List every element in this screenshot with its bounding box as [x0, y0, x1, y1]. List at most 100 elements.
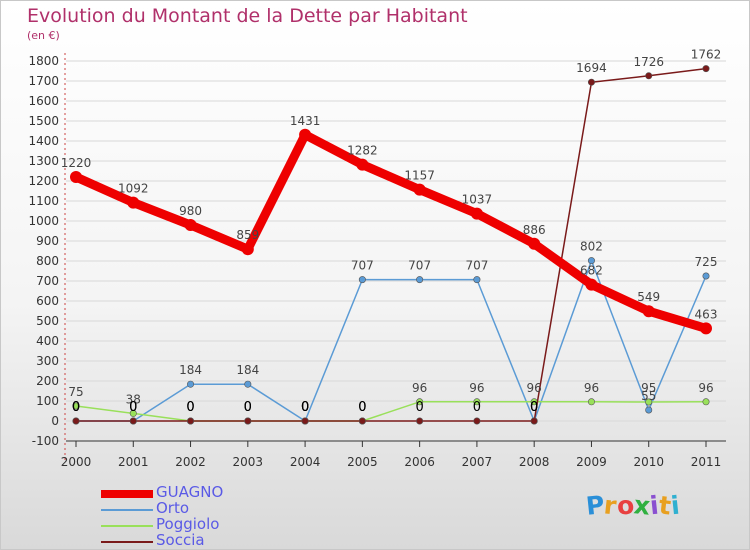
y-tick-label: 1600 [28, 94, 59, 108]
y-tick-label: 1100 [28, 194, 59, 208]
data-label: 725 [695, 255, 718, 269]
series-line-soccia [75, 67, 707, 422]
data-label: 75 [68, 385, 83, 399]
x-tick-label: 2007 [462, 455, 493, 469]
chart-title: Evolution du Montant de la Dette par Hab… [27, 5, 468, 27]
x-tick-label: 2009 [576, 455, 607, 469]
data-label: 1762 [691, 48, 722, 62]
data-point [416, 276, 424, 284]
x-tick-label: 2001 [118, 455, 149, 469]
y-tick-label: 200 [36, 374, 59, 388]
data-label: 0 [244, 400, 252, 415]
data-label: 0 [415, 400, 423, 415]
y-tick-label: 100 [36, 394, 59, 408]
data-point [356, 158, 369, 171]
data-point [416, 417, 424, 425]
y-tick-label: 1500 [28, 114, 59, 128]
data-point [702, 398, 710, 406]
legend-label: Poggiolo [156, 515, 220, 533]
data-point [645, 72, 653, 80]
data-point [127, 196, 140, 209]
data-label: 682 [580, 264, 603, 278]
data-point [413, 183, 426, 196]
data-label: 184 [236, 363, 259, 377]
data-label: 1157 [404, 169, 435, 183]
data-point [587, 398, 595, 406]
y-tick-label: 600 [36, 294, 59, 308]
data-label: 802 [580, 240, 603, 254]
data-label: 549 [637, 290, 660, 304]
y-tick-label: -100 [32, 434, 59, 448]
data-label: 0 [72, 400, 80, 415]
data-label: 0 [530, 400, 538, 415]
data-label: 96 [412, 381, 427, 395]
y-tick-label: 500 [36, 314, 59, 328]
data-point [129, 409, 137, 417]
y-tick-label: 400 [36, 334, 59, 348]
legend-swatch [101, 509, 153, 511]
data-label: 0 [129, 400, 137, 415]
data-point [187, 417, 195, 425]
x-tick-label: 2000 [61, 455, 92, 469]
data-label: 96 [698, 381, 713, 395]
data-point [587, 78, 595, 86]
data-point [241, 243, 254, 256]
data-label: 0 [129, 400, 137, 415]
x-tick-label: 2010 [633, 455, 664, 469]
data-label: 1220 [61, 156, 92, 170]
data-point [642, 305, 655, 318]
data-label: 1694 [576, 61, 607, 75]
y-tick-label: 800 [36, 254, 59, 268]
legend-swatch [101, 541, 153, 543]
data-label: 0 [301, 400, 309, 415]
data-point [244, 417, 252, 425]
data-point [473, 398, 481, 406]
data-label: 707 [351, 259, 374, 273]
y-tick-label: 1700 [28, 74, 59, 88]
y-tick-label: 300 [36, 354, 59, 368]
data-label: 0 [301, 400, 309, 415]
data-label: 463 [695, 307, 718, 321]
data-label: 95 [641, 381, 656, 395]
y-tick-label: 1300 [28, 154, 59, 168]
x-tick-label: 2011 [691, 455, 722, 469]
data-point [702, 272, 710, 280]
y-tick-label: 1400 [28, 134, 59, 148]
x-tick-label: 2002 [175, 455, 206, 469]
data-point [72, 402, 80, 410]
data-label: 0 [244, 400, 252, 415]
data-label: 1037 [462, 193, 493, 207]
y-tick-label: 1000 [28, 214, 59, 228]
data-label: 1092 [118, 182, 149, 196]
data-point [470, 207, 483, 220]
y-tick-label: 1800 [28, 54, 59, 68]
data-point [70, 171, 82, 183]
data-point [702, 65, 710, 73]
data-point [129, 417, 137, 425]
y-tick-label: 700 [36, 274, 59, 288]
data-point [184, 219, 197, 231]
data-label: 707 [408, 259, 431, 273]
data-point [700, 322, 712, 335]
y-tick-label: 900 [36, 234, 59, 248]
data-label: 96 [527, 381, 542, 395]
data-point [358, 417, 366, 425]
data-label: 859 [236, 228, 259, 242]
data-label: 0 [301, 400, 309, 415]
data-point [530, 417, 538, 425]
data-label: 96 [584, 381, 599, 395]
data-label: 1726 [633, 55, 664, 69]
x-tick-label: 2004 [290, 455, 321, 469]
legend-label: Orto [156, 499, 190, 517]
data-label: 0 [530, 400, 538, 415]
proxiti-logo: Proxiti [584, 490, 681, 521]
y-tick-label: 0 [51, 414, 59, 428]
data-point [301, 417, 309, 425]
data-point [244, 380, 252, 388]
data-point [299, 128, 312, 141]
data-label: 0 [358, 400, 366, 415]
data-label: 0 [186, 400, 194, 415]
data-point [645, 398, 653, 406]
